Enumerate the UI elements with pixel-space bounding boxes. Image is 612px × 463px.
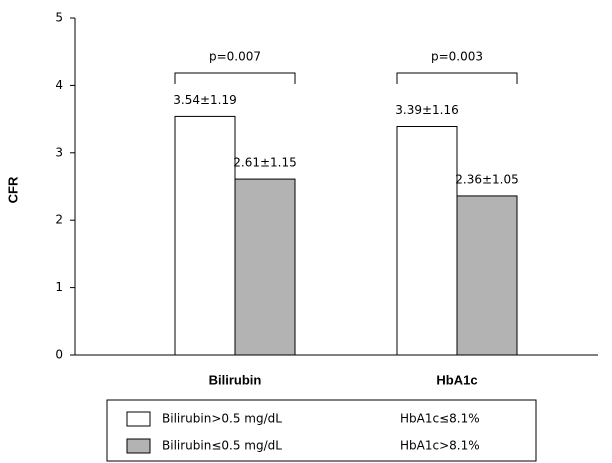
p-value: p=0.007 — [209, 50, 261, 64]
x-tick-label: HbA1c — [436, 372, 477, 387]
value-label: 3.54±1.19 — [173, 93, 237, 107]
bar — [234, 178, 296, 356]
y-tick-label: 2 — [55, 213, 63, 227]
legend-label: Bilirubin>0.5 mg/dL — [162, 412, 282, 426]
y-tick-label: 0 — [55, 348, 63, 362]
p-value: p=0.003 — [431, 50, 483, 64]
value-label: 3.39±1.16 — [395, 103, 459, 117]
bar — [396, 126, 458, 356]
y-tick-label: 4 — [55, 78, 63, 92]
y-tick-label: 1 — [55, 280, 63, 294]
y-axis-label: CFR — [5, 176, 20, 203]
legend-box — [106, 399, 537, 462]
legend-swatch — [126, 411, 151, 427]
legend-label: HbA1c>8.1% — [400, 439, 480, 453]
legend-swatch — [126, 438, 151, 454]
y-tick-label: 5 — [55, 11, 63, 25]
bar — [174, 115, 236, 356]
legend-label: Bilirubin≤0.5 mg/dL — [162, 439, 282, 453]
significance-bracket — [174, 72, 296, 84]
value-label: 2.61±1.15 — [233, 156, 297, 170]
bar — [456, 195, 518, 356]
legend-label: HbA1c≤8.1% — [400, 412, 480, 426]
value-label: 2.36±1.05 — [455, 172, 519, 186]
x-tick-label: Bilirubin — [209, 372, 262, 387]
y-tick-label: 3 — [55, 145, 63, 159]
significance-bracket — [396, 72, 518, 84]
